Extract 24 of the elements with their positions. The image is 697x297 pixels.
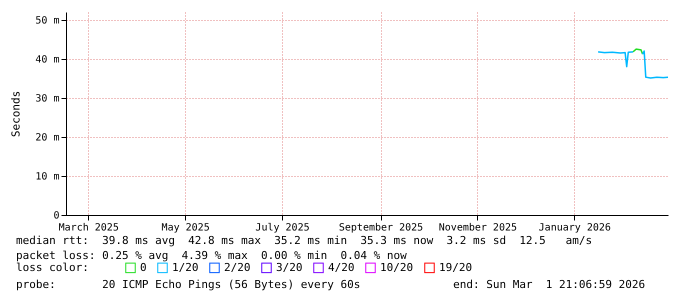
text: median rtt: 39.8 ms avg 42.8 ms max 35.2 ms min 35.3 ms now 3.2 ms sd 12.5 am/s: [16, 234, 592, 247]
x-tick-label: May 2025: [162, 222, 210, 234]
legend-label: 0: [140, 260, 147, 274]
legend-label: 19/20: [439, 260, 472, 274]
y-tick-label: 10 m: [35, 171, 60, 182]
y-axis-title: Seconds: [9, 90, 22, 138]
x-tick-label: November 2025: [438, 222, 518, 234]
legend-label: 4/20: [328, 260, 354, 274]
legend-label: 10/20: [380, 260, 414, 274]
x-tick-label: March 2025: [58, 222, 119, 234]
text: packet loss: 0.25 % avg 4.39 % max 0.00 % min 0.04 % now: [16, 249, 407, 262]
legend-label: 1/20: [172, 260, 198, 274]
legend-label: 2/20: [224, 260, 250, 274]
text: probe: 20 ICMP Echo Pings (56 Bytes) every 60s end: Sun Mar 1 21:06:59 2026: [16, 278, 646, 291]
x-tick-label: January 2026: [538, 222, 611, 234]
legend-title: loss color:: [16, 261, 89, 274]
y-tick-label: 40 m: [35, 54, 60, 66]
x-tick-label: July 2025: [255, 222, 310, 234]
y-tick-label: 50 m: [35, 15, 60, 26]
legend-label: 3/20: [276, 260, 302, 274]
y-tick-label: 30 m: [35, 93, 60, 104]
x-tick-label: September 2025: [338, 222, 424, 234]
y-tick-label: 20 m: [35, 132, 60, 144]
y-tick-label: 0: [53, 210, 60, 222]
